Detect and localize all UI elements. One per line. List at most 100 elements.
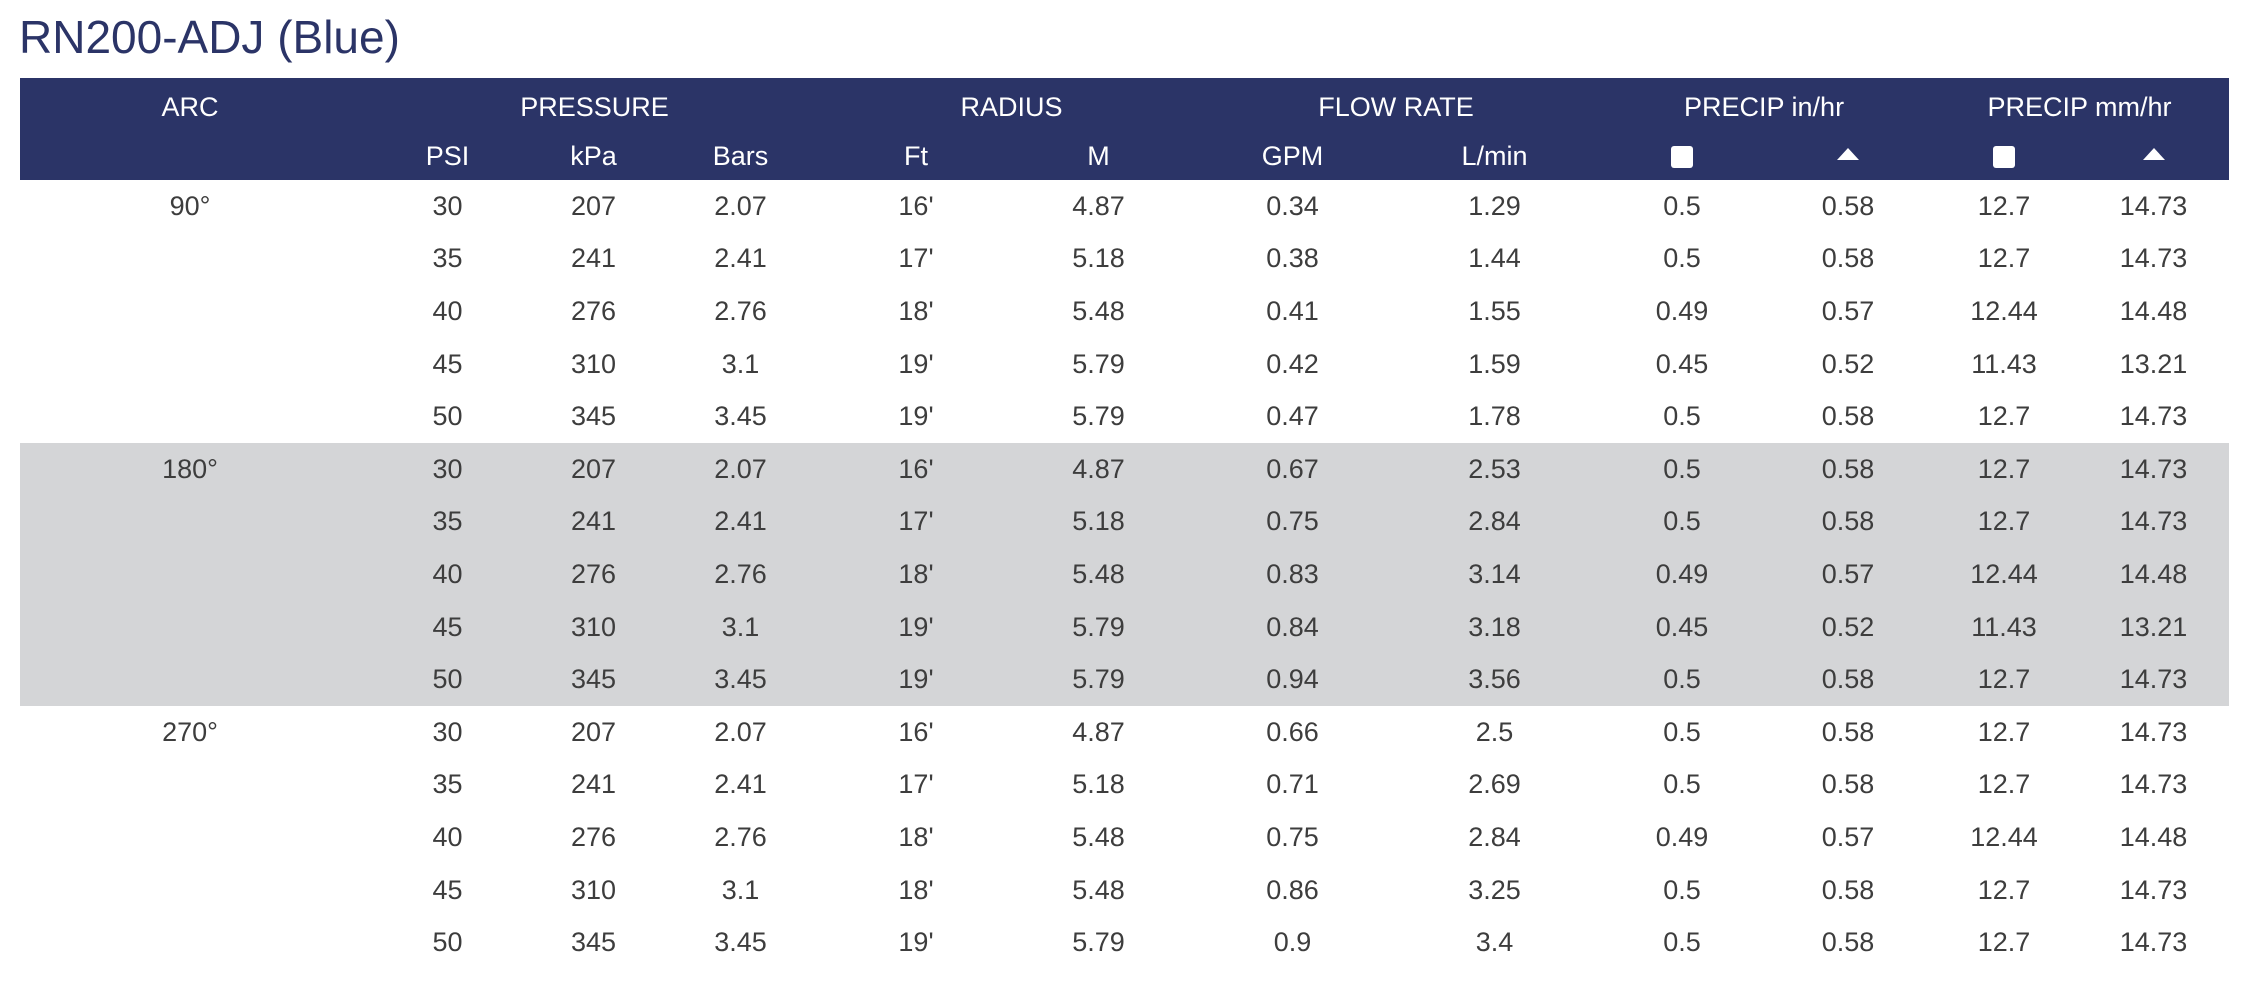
cell-bars: 2.07 (714, 716, 767, 747)
cell-mm-sq: 12.7 (1977, 874, 2031, 905)
cell-in-tri: 0.58 (1766, 653, 1931, 706)
cell-gpm: 0.42 (1266, 348, 1319, 379)
cell-mm-tri: 14.73 (2078, 495, 2230, 549)
cell-gpm: 0.34 (1266, 190, 1319, 221)
cell-lmin: 2.84 (1391, 495, 1599, 549)
cell-psi: 45 (360, 600, 535, 654)
cell-lmin: 2.53 (1391, 442, 1599, 496)
cell-bars: 3.45 (714, 401, 767, 432)
table-row: 35 241 2.41 17' 5.18 0.38 1.44 0.5 0.58 12.7 14.73 (20, 233, 2229, 286)
cell-m: 5.48 (1003, 548, 1195, 601)
cell-arc (20, 653, 360, 706)
cell-kpa: 345 (570, 927, 617, 958)
cell-ft: 16' (829, 442, 1003, 496)
cell-mm-sq: 12.44 (1970, 821, 2038, 852)
cell-m: 5.48 (1072, 874, 1125, 905)
table-row: 40 276 2.76 18' 5.48 0.83 3.14 0.49 0.57 12.44 14.… (20, 548, 2230, 601)
table-row: 90° 30 207 2.07 16' 4.87 0.34 1.29 0.5 0.58 12.7 14… (20, 180, 2229, 233)
cell-mm-tri: 13.21 (2078, 600, 2230, 654)
cell-lmin: 2.69 (1468, 769, 1521, 800)
cell-kpa: 276 (535, 548, 652, 601)
cell-ft: 17' (829, 495, 1003, 549)
cell-arc (20, 285, 360, 338)
cell-lmin: 3.14 (1391, 548, 1599, 601)
cell-ft: 16' (898, 716, 934, 747)
cell-psi: 50 (432, 401, 463, 432)
cell-m: 5.79 (1003, 600, 1195, 654)
cell-mm-sq: 12.7 (1930, 495, 2079, 549)
cell-mm-tri: 14.48 (2078, 548, 2230, 601)
cell-kpa: 276 (570, 821, 617, 852)
cell-gpm: 0.38 (1266, 243, 1319, 274)
cell-m: 4.87 (1003, 442, 1195, 496)
cell-ft: 19' (898, 927, 934, 958)
cell-gpm: 0.66 (1266, 716, 1319, 747)
cell-ft: 18' (898, 821, 934, 852)
cell-arc: 180° (20, 442, 360, 496)
cell-bars: 3.45 (652, 653, 829, 706)
cell-in-sq: 0.5 (1663, 716, 1701, 747)
cell-in-sq: 0.5 (1663, 874, 1701, 905)
cell-lmin: 2.5 (1475, 716, 1514, 747)
cell-gpm: 0.41 (1266, 295, 1319, 326)
cell-in-sq: 0.5 (1663, 927, 1701, 958)
cell-lmin: 1.44 (1468, 243, 1521, 274)
cell-bars: 2.07 (652, 442, 829, 496)
cell-gpm: 0.75 (1266, 821, 1319, 852)
cell-mm-tri: 14.48 (2119, 821, 2188, 852)
cell-m: 5.18 (1072, 243, 1125, 274)
header-ft: Ft (829, 136, 1003, 180)
cell-kpa: 345 (570, 401, 617, 432)
cell-in-tri: 0.58 (1821, 190, 1875, 221)
cell-mm-sq: 12.44 (1930, 548, 2079, 601)
cell-mm-tri: 14.73 (2119, 401, 2188, 432)
cell-lmin: 1.59 (1468, 348, 1521, 379)
cell-lmin: 3.4 (1475, 927, 1514, 958)
cell-arc (20, 390, 360, 443)
page-title: RN200-ADJ (Blue) (19, 11, 400, 63)
table-row: 45 310 3.1 19' 5.79 0.84 3.18 0.45 0.52 11.43 13.2… (20, 600, 2230, 654)
header-gpm: GPM (1194, 136, 1392, 180)
cell-arc (20, 548, 360, 601)
cell-lmin: 3.25 (1468, 874, 1521, 905)
table-row: 35 241 2.41 17' 5.18 0.75 2.84 0.5 0.58 12.7 14.73 (20, 495, 2230, 549)
header-pressure: PRESSURE (360, 78, 829, 136)
triangle-icon (1837, 148, 1860, 161)
cell-gpm: 0.83 (1194, 548, 1392, 601)
header-kpa: kPa (535, 136, 652, 180)
cell-mm-sq: 12.7 (1930, 653, 2079, 706)
cell-bars: 2.41 (714, 243, 767, 274)
cell-in-sq: 0.5 (1598, 653, 1767, 706)
cell-arc (20, 759, 360, 812)
table-row: 40 276 2.76 18' 5.48 0.75 2.84 0.49 0.57 12.44 14.… (20, 811, 2229, 864)
cell-m: 5.48 (1072, 821, 1125, 852)
cell-kpa: 276 (570, 295, 617, 326)
table-row: 40 276 2.76 18' 5.48 0.41 1.55 0.49 0.57 12.44 14.… (20, 285, 2229, 338)
cell-psi: 40 (432, 295, 463, 326)
cell-in-sq: 0.49 (1655, 295, 1709, 326)
cell-psi: 40 (360, 548, 535, 601)
cell-lmin: 1.78 (1468, 401, 1521, 432)
cell-mm-sq: 12.7 (1977, 401, 2031, 432)
cell-arc (20, 233, 360, 286)
cell-ft: 19' (829, 600, 1003, 654)
cell-in-sq: 0.5 (1663, 190, 1701, 221)
cell-gpm: 0.94 (1194, 653, 1392, 706)
cell-ft: 17' (898, 243, 934, 274)
cell-mm-tri: 14.73 (2119, 190, 2188, 221)
cell-psi: 30 (432, 190, 463, 221)
cell-kpa: 241 (570, 769, 617, 800)
cell-in-sq: 0.49 (1598, 548, 1767, 601)
header-mm-triangle (2078, 136, 2230, 180)
cell-mm-sq: 12.7 (1977, 243, 2031, 274)
cell-gpm: 0.86 (1266, 874, 1319, 905)
cell-kpa: 310 (570, 348, 617, 379)
cell-mm-tri: 14.48 (2119, 295, 2188, 326)
cell-arc (20, 864, 360, 917)
header-arc-blank (20, 136, 360, 180)
cell-bars: 3.1 (721, 348, 760, 379)
cell-arc (20, 600, 360, 654)
header-precip-in: PRECIP in/hr (1598, 78, 1931, 136)
cell-in-sq: 0.5 (1598, 442, 1767, 496)
cell-kpa: 345 (535, 653, 652, 706)
